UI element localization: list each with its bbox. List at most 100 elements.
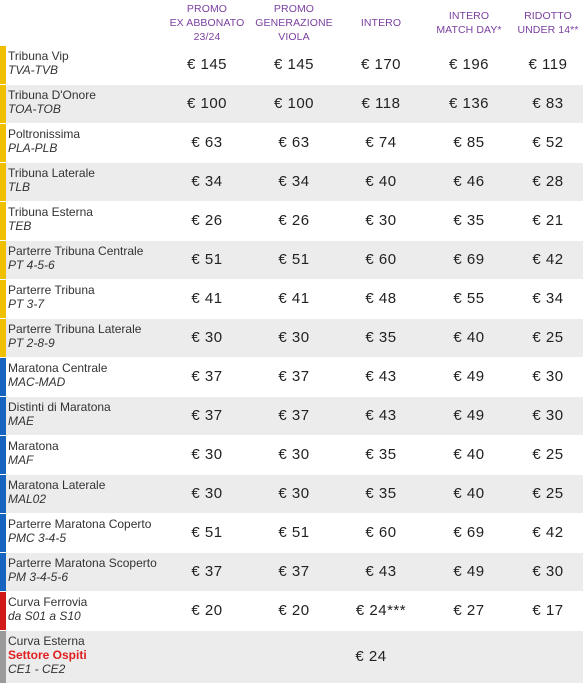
price-cell: € 145 xyxy=(186,56,228,73)
sector-label: Tribuna D'Onore xyxy=(8,88,96,102)
sector-code: TLB xyxy=(8,180,31,194)
price-cell: € 37 xyxy=(278,407,310,424)
sector-color-bar xyxy=(0,124,6,162)
price-cell: € 35 xyxy=(365,485,397,502)
price-cell: € 43 xyxy=(365,563,397,580)
sector-code: TVA-TVB xyxy=(8,63,59,77)
column-header-line: PROMO xyxy=(273,3,315,15)
sector-color-bar xyxy=(0,397,6,435)
price-cell: € 30 xyxy=(365,212,397,229)
price-cell: € 69 xyxy=(453,524,485,541)
price-cell: € 51 xyxy=(191,251,223,268)
sector-color-bar xyxy=(0,514,6,552)
price-cell: € 40 xyxy=(453,329,485,346)
table-row: Parterre Maratona Coperto PMC 3-4-5 € 51 € … xyxy=(0,514,583,553)
sector-label: Distinti di Maratona xyxy=(8,400,111,414)
price-cell: € 170 xyxy=(360,56,402,73)
price-cell: € 34 xyxy=(191,173,223,190)
sector-label: Parterre Maratona Coperto xyxy=(8,517,152,531)
price-cell: € 37 xyxy=(191,407,223,424)
price-cell: € 34 xyxy=(532,290,564,307)
price-cell: € 34 xyxy=(278,173,310,190)
sector-color-bar xyxy=(0,241,6,279)
sector-code: PT 3-7 xyxy=(8,297,45,311)
sector-name: Tribuna Esterna TEB xyxy=(8,205,158,233)
price-cell: € 30 xyxy=(278,446,310,463)
sector-code: PM 3-4-5-6 xyxy=(8,570,69,584)
sector-color-bar xyxy=(0,592,6,630)
table-row: Parterre Tribuna Centrale PT 4-5-6 € 51 € 5… xyxy=(0,241,583,280)
table-row: Curva Ferrovia da S01 a S10 € 20 € 20 € 24**… xyxy=(0,592,583,631)
price-cell: € 46 xyxy=(453,173,485,190)
column-header-line: INTERO xyxy=(360,17,402,29)
sector-code: TEB xyxy=(8,219,32,233)
sector-color-bar xyxy=(0,280,6,318)
price-cell: € 41 xyxy=(191,290,223,307)
price-cell: € 51 xyxy=(278,251,310,268)
column-header-line: EX ABBONATO xyxy=(169,17,245,29)
sector-name: Poltronissima PLA-PLB xyxy=(8,127,158,155)
price-cell: € 24*** xyxy=(355,602,407,619)
price-cell: € 40 xyxy=(453,485,485,502)
price-cell: € 30 xyxy=(532,563,564,580)
sector-code: PLA-PLB xyxy=(8,141,58,155)
table-row: Parterre Maratona Scoperto PM 3-4-5-6 € 37… xyxy=(0,553,583,592)
price-cell: € 30 xyxy=(532,368,564,385)
sector-label: Parterre Tribuna xyxy=(8,283,95,297)
sector-label: Tribuna Esterna xyxy=(8,205,93,219)
price-cell: € 196 xyxy=(448,56,490,73)
table-row: Tribuna Esterna TEB € 26 € 26 € 30 € 35 € 21 xyxy=(0,202,583,241)
sector-color-bar xyxy=(0,358,6,396)
column-header-1: PROMO EX ABBONATO 23/24 xyxy=(162,2,252,44)
price-cell: € 49 xyxy=(453,407,485,424)
sector-label: Maratona Laterale xyxy=(8,478,106,492)
column-header-line: VIOLA xyxy=(278,31,310,43)
price-cell: € 17 xyxy=(532,602,564,619)
price-cell: € 41 xyxy=(278,290,310,307)
price-cell: € 27 xyxy=(453,602,485,619)
price-cell: € 136 xyxy=(448,95,490,112)
price-cell: € 40 xyxy=(365,173,397,190)
price-cell: € 30 xyxy=(278,329,310,346)
sector-code: PT 2-8-9 xyxy=(8,336,55,350)
sector-label: Poltronissima xyxy=(8,127,81,141)
table-row: Maratona Laterale MAL02 € 30 € 30 € 35 € 40 € … xyxy=(0,475,583,514)
price-cell: € 49 xyxy=(453,368,485,385)
price-cell: € 51 xyxy=(278,524,310,541)
column-header-line: 23/24 xyxy=(193,31,221,43)
price-cell: € 37 xyxy=(278,563,310,580)
price-cell: € 42 xyxy=(532,524,564,541)
price-cell: € 60 xyxy=(365,251,397,268)
price-cell: € 49 xyxy=(453,563,485,580)
price-cell: € 63 xyxy=(278,134,310,151)
price-cell: € 35 xyxy=(365,329,397,346)
price-cell: € 30 xyxy=(532,407,564,424)
table-row: Tribuna Laterale TLB € 34 € 34 € 40 € 46 € 28 xyxy=(0,163,583,202)
price-cell: € 85 xyxy=(453,134,485,151)
table-row: Poltronissima PLA-PLB € 63 € 63 € 74 € 85 € 52 xyxy=(0,124,583,163)
table-header: PROMO EX ABBONATO 23/24 PROMO GENERAZIONE VIO… xyxy=(0,0,583,46)
price-cell: € 74 xyxy=(365,134,397,151)
table-row: Tribuna D'Onore TOA-TOB € 100 € 100 € 118 € 1… xyxy=(0,85,583,124)
sector-name: Tribuna D'Onore TOA-TOB xyxy=(8,88,158,116)
price-cell: € 100 xyxy=(186,95,228,112)
price-cell: € 60 xyxy=(365,524,397,541)
sector-code: MAF xyxy=(8,453,34,467)
price-cell: € 35 xyxy=(453,212,485,229)
sector-name: Parterre Tribuna Centrale PT 4-5-6 xyxy=(8,244,158,272)
table-row: Curva Esterna Settore Ospiti CE1 - CE2 € 24 xyxy=(0,631,583,684)
price-cell: € 118 xyxy=(361,95,401,112)
sector-code: MAC-MAD xyxy=(8,375,66,389)
sector-label: Curva Esterna xyxy=(8,634,85,648)
sector-name: Maratona Centrale MAC-MAD xyxy=(8,361,158,389)
price-cell: € 25 xyxy=(532,485,564,502)
price-cell: € 25 xyxy=(532,329,564,346)
price-cell: € 37 xyxy=(278,368,310,385)
price-cell: € 42 xyxy=(532,251,564,268)
price-cell: € 30 xyxy=(278,485,310,502)
price-cell: € 40 xyxy=(453,446,485,463)
price-cell: € 30 xyxy=(191,485,223,502)
column-header-line: INTERO xyxy=(448,10,490,22)
column-header-3: INTERO xyxy=(339,16,423,30)
